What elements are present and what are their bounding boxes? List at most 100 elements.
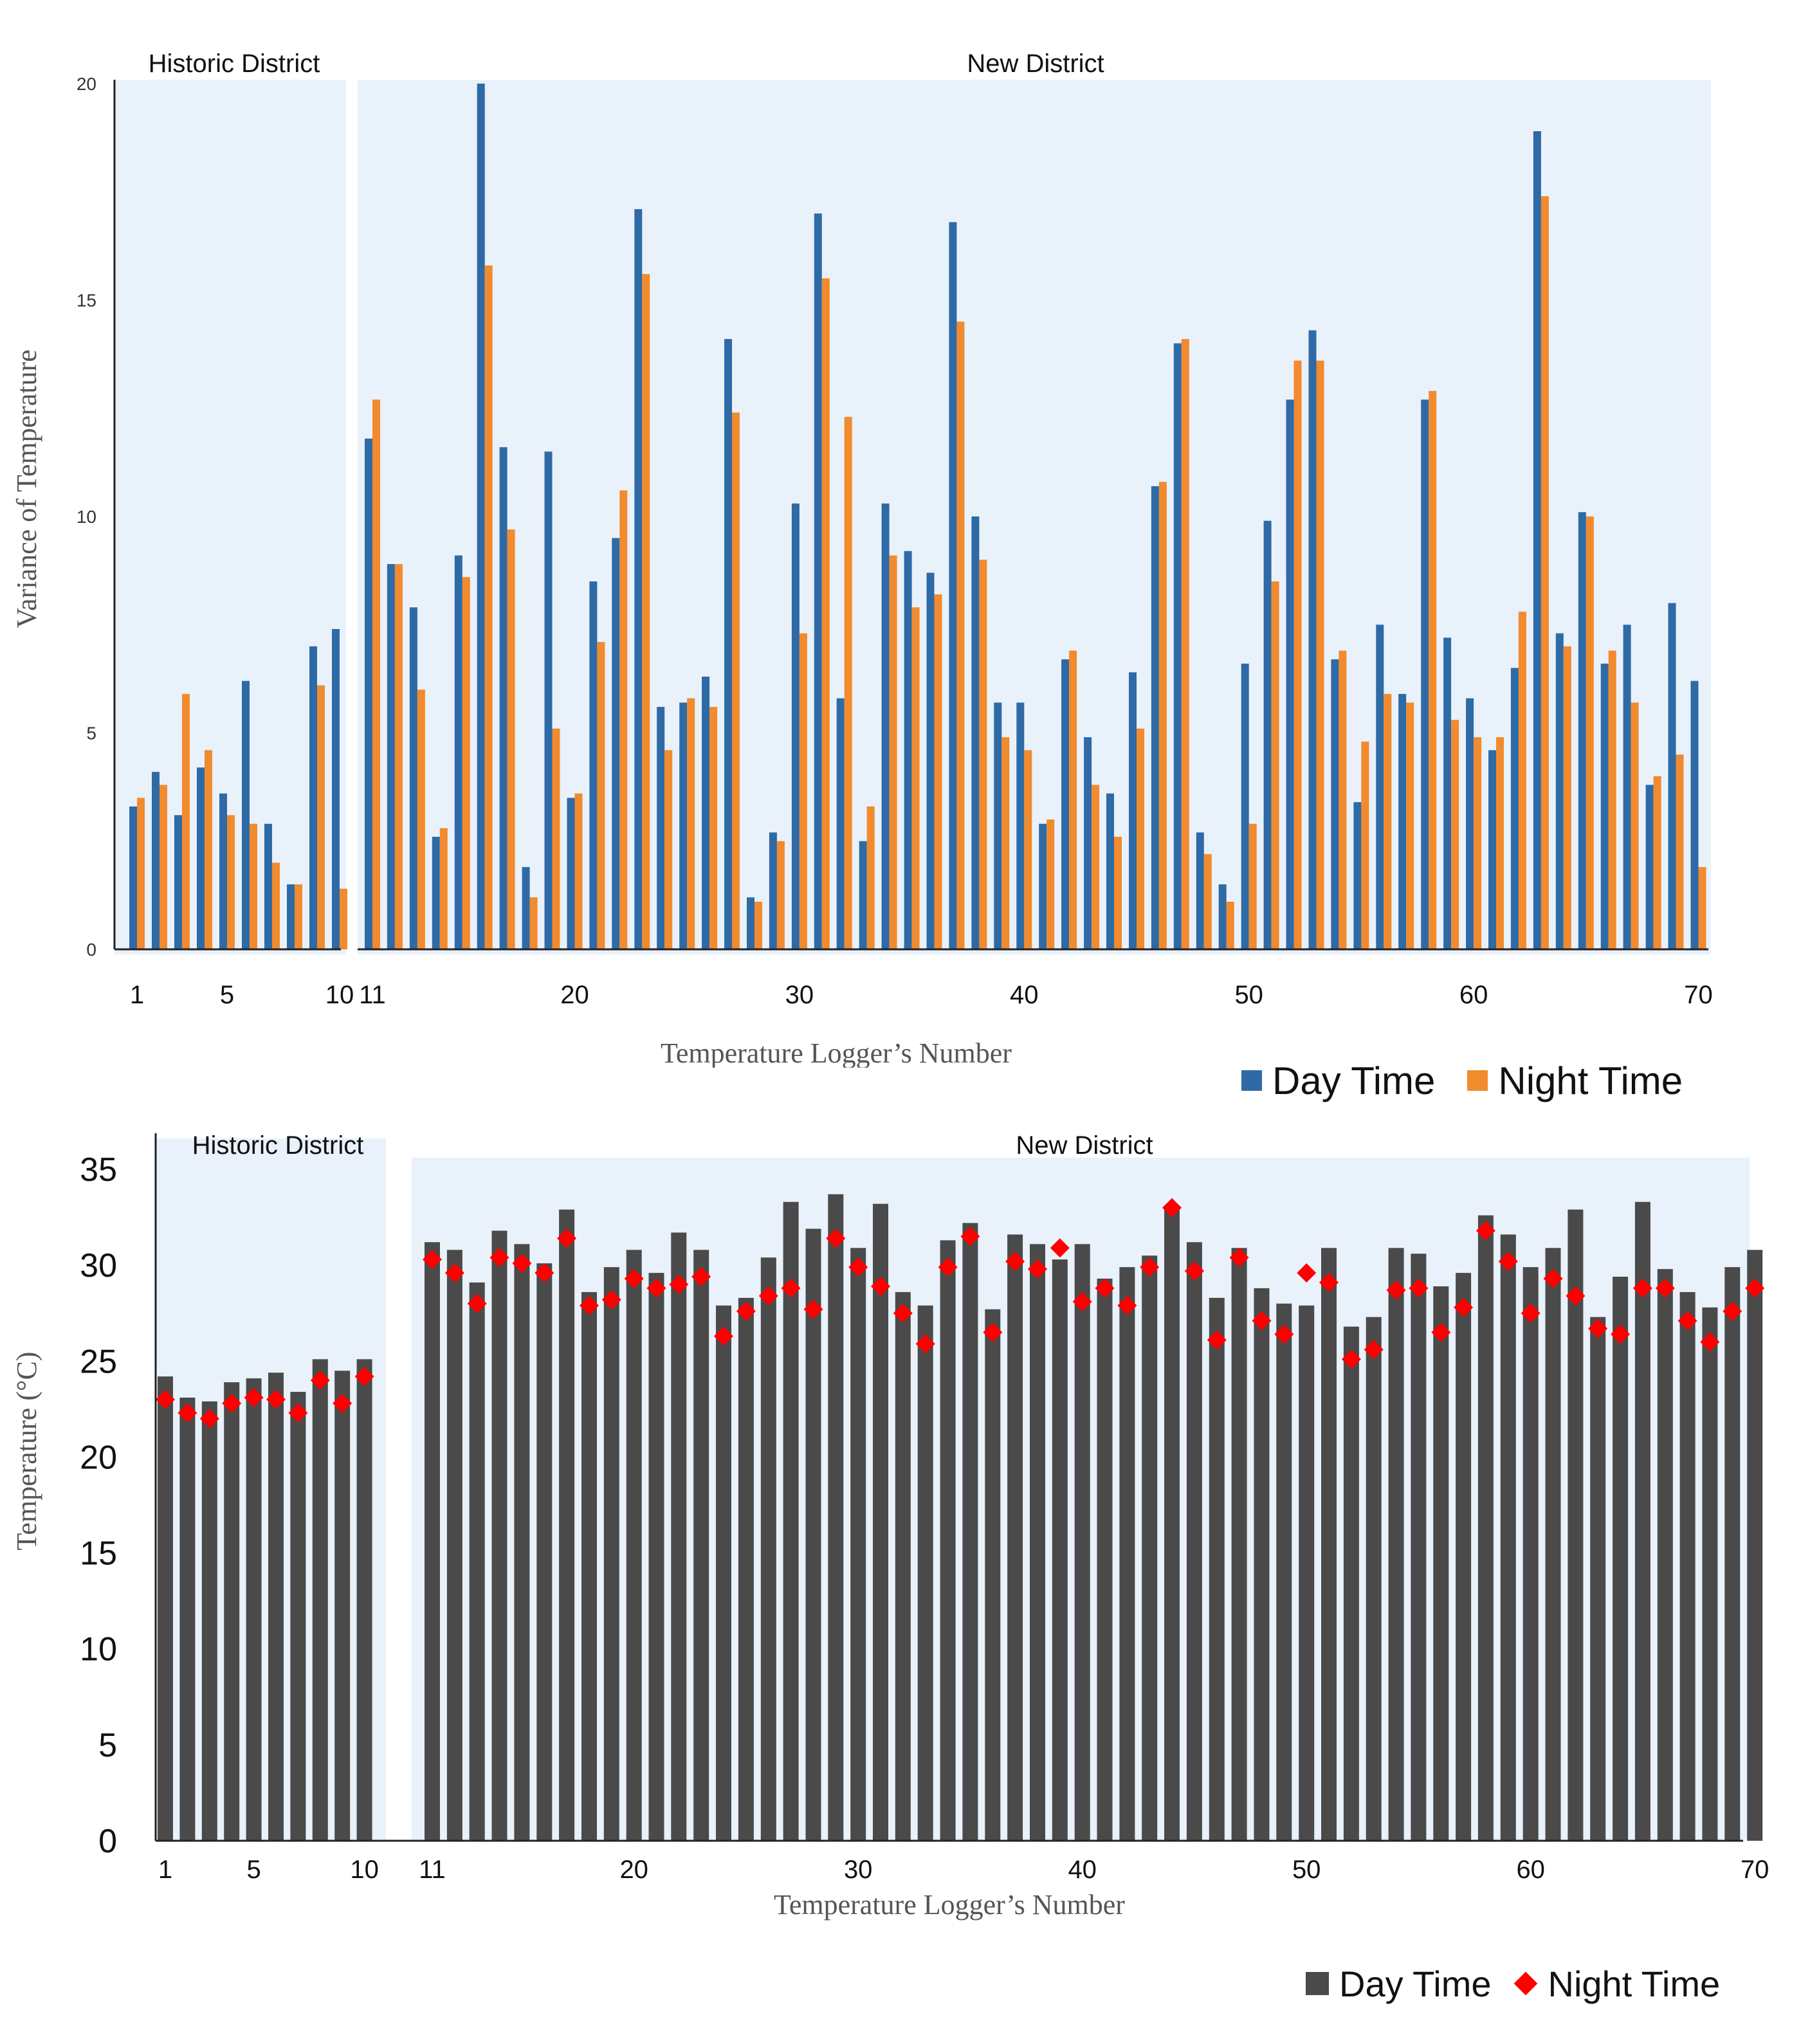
bar-day-logger-6 (268, 1373, 284, 1841)
bar-day-logger-61 (1545, 1248, 1561, 1841)
bar-day-logger-15 (514, 1244, 530, 1841)
marker-night-logger-18 (580, 1295, 599, 1315)
bar-day-logger-43 (1142, 1255, 1158, 1841)
bar-day-logger-18 (581, 1291, 597, 1841)
bar-day-logger-52 (1286, 399, 1294, 949)
bar-night-logger-70 (1698, 867, 1706, 949)
bar-day-logger-25 (738, 1297, 754, 1841)
bar-day-logger-19 (544, 452, 553, 949)
bar-day-logger-5 (246, 1378, 262, 1841)
bar-night-logger-41 (1047, 819, 1055, 949)
bar-day-logger-66 (1600, 663, 1609, 949)
y-tick-label: 0 (86, 940, 96, 960)
x-tick-label: 30 (785, 981, 814, 1009)
x-tick-label: 60 (1459, 981, 1488, 1009)
marker-night-logger-46 (1207, 1330, 1227, 1350)
bar-day-logger-7 (290, 1392, 306, 1841)
bar-day-logger-55 (1353, 802, 1362, 949)
bar-night-logger-45 (1137, 728, 1144, 949)
marker-night-logger-4 (222, 1393, 242, 1413)
marker-night-logger-17 (557, 1228, 577, 1248)
bar-night-logger-21 (597, 642, 605, 949)
bar-night-logger-42 (1069, 650, 1077, 949)
marker-night-logger-67 (1678, 1311, 1697, 1331)
legend-day-label: Day Time (1339, 1963, 1492, 2004)
bar-day-logger-40 (1016, 702, 1025, 949)
marker-night-logger-29 (826, 1228, 846, 1248)
bar-day-logger-17 (559, 1209, 575, 1841)
bar-night-logger-12 (394, 564, 403, 949)
bar-day-logger-48 (1196, 832, 1204, 949)
bar-day-logger-3 (174, 815, 182, 949)
bar-day-logger-37 (949, 222, 957, 949)
bar-night-logger-1 (137, 798, 145, 949)
bar-day-logger-52 (1343, 1326, 1359, 1841)
bar-night-logger-63 (1540, 196, 1549, 949)
bar-night-logger-69 (1676, 754, 1684, 949)
bar-day-logger-56 (1433, 1286, 1449, 1841)
historic-district-panel (156, 1138, 386, 1839)
marker-night-logger-39 (1050, 1238, 1070, 1258)
legend-night-label: Night Time (1498, 1059, 1683, 1102)
marker-night-logger-20 (624, 1269, 644, 1288)
bar-night-logger-33 (866, 806, 875, 949)
y-axis-label: Variance of Temperature (11, 349, 42, 628)
bar-day-logger-46 (1209, 1297, 1225, 1841)
bar-day-logger-42 (1119, 1267, 1135, 1841)
bar-night-logger-64 (1563, 646, 1571, 949)
marker-night-logger-66 (1655, 1278, 1675, 1298)
bar-night-logger-31 (821, 278, 830, 949)
legend-day-swatch (1306, 1972, 1329, 1995)
bar-day-logger-39 (1052, 1259, 1068, 1841)
bar-night-logger-28 (754, 902, 762, 949)
x-tick-label: 1 (158, 1856, 172, 1884)
bar-day-logger-50 (1241, 663, 1249, 949)
bar-night-logger-51 (1271, 581, 1279, 949)
bar-day-logger-59 (1443, 637, 1452, 949)
bar-day-logger-47 (1231, 1248, 1247, 1841)
bar-day-logger-57 (1398, 693, 1407, 949)
bar-day-logger-10 (356, 1359, 372, 1841)
marker-night-logger-50 (1297, 1263, 1317, 1283)
bar-night-logger-7 (272, 862, 280, 949)
bar-day-logger-60 (1466, 698, 1474, 949)
marker-night-logger-38 (1028, 1259, 1047, 1279)
bar-day-logger-44 (1106, 793, 1114, 949)
bar-night-logger-3 (182, 693, 190, 949)
bar-night-logger-62 (1518, 612, 1526, 949)
bar-day-logger-27 (783, 1201, 799, 1841)
bar-night-logger-56 (1384, 693, 1392, 949)
bar-day-logger-22 (671, 1232, 687, 1841)
bar-day-logger-33 (917, 1305, 933, 1841)
marker-night-logger-65 (1632, 1278, 1652, 1298)
bar-night-logger-35 (911, 607, 920, 949)
bar-day-logger-15 (454, 555, 462, 949)
legend-bottom: Day Time Night Time (1306, 1958, 1720, 2009)
bar-night-logger-2 (160, 785, 167, 949)
bar-day-logger-21 (648, 1273, 664, 1841)
bar-day-logger-67 (1623, 625, 1631, 950)
bar-day-logger-11 (425, 1242, 440, 1841)
bar-night-logger-53 (1316, 360, 1324, 949)
bar-day-logger-4 (197, 767, 205, 949)
bar-night-logger-8 (295, 884, 302, 949)
bar-night-logger-32 (844, 417, 852, 949)
bar-day-logger-12 (446, 1250, 462, 1841)
bar-night-logger-61 (1496, 737, 1504, 949)
bar-day-logger-38 (1030, 1244, 1045, 1841)
bar-day-logger-46 (1151, 486, 1159, 949)
marker-night-logger-2 (178, 1403, 197, 1423)
marker-night-logger-5 (244, 1388, 264, 1407)
marker-night-logger-41 (1095, 1278, 1115, 1298)
x-tick-label: 10 (325, 981, 354, 1009)
marker-night-logger-47 (1229, 1248, 1249, 1268)
marker-night-logger-63 (1588, 1319, 1608, 1338)
marker-night-logger-40 (1072, 1291, 1092, 1311)
bar-night-logger-9 (317, 685, 325, 949)
bar-day-logger-63 (1590, 1317, 1606, 1841)
marker-night-logger-10 (354, 1367, 374, 1387)
bar-day-logger-32 (895, 1291, 911, 1841)
bar-day-logger-45 (1186, 1242, 1202, 1841)
bar-day-logger-41 (1039, 823, 1047, 949)
marker-night-logger-30 (848, 1257, 868, 1277)
